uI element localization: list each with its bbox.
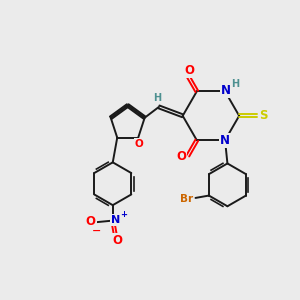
Text: +: + xyxy=(121,210,128,219)
Text: H: H xyxy=(231,79,239,89)
Text: O: O xyxy=(112,234,122,247)
Text: O: O xyxy=(184,64,194,77)
Text: O: O xyxy=(86,215,96,228)
Text: N: N xyxy=(111,215,120,225)
Text: O: O xyxy=(134,139,143,149)
Text: Br: Br xyxy=(180,194,193,203)
Text: S: S xyxy=(259,109,267,122)
Text: N: N xyxy=(220,134,230,147)
Text: N: N xyxy=(221,84,231,97)
Text: O: O xyxy=(176,150,186,163)
Text: H: H xyxy=(153,93,161,103)
Text: −: − xyxy=(92,225,101,236)
